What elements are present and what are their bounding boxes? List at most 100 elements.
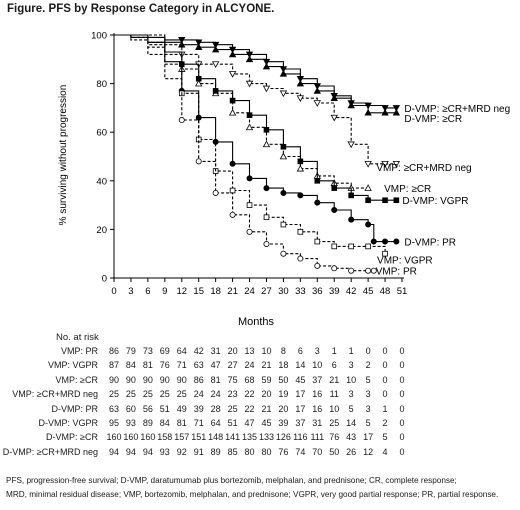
series-marker xyxy=(229,211,236,218)
risk-cell: 76 xyxy=(329,432,340,443)
series-label: D-VMP: ≥CR xyxy=(404,114,462,125)
x-tick-label: 12 xyxy=(176,286,187,297)
series-marker xyxy=(297,255,304,262)
series-marker xyxy=(314,199,321,206)
y-tick-label: 80 xyxy=(96,79,107,90)
series-marker xyxy=(365,243,371,250)
risk-cell: 80 xyxy=(261,446,272,457)
series-marker xyxy=(314,238,321,245)
risk-cell: 17 xyxy=(363,432,374,443)
series-group xyxy=(114,34,388,257)
risk-cell: 90 xyxy=(176,374,187,385)
risk-cell: 4 xyxy=(382,446,388,457)
risk-cell: 141 xyxy=(225,432,241,443)
series-marker xyxy=(229,160,236,167)
risk-cell: 92 xyxy=(176,446,187,457)
risk-cell: 59 xyxy=(261,374,272,385)
series-marker xyxy=(313,100,321,107)
series-line xyxy=(114,34,397,109)
series-label: D-VMP: VGPR xyxy=(402,196,468,207)
risk-cell: 126 xyxy=(275,432,291,443)
series-marker xyxy=(212,88,219,94)
series-marker xyxy=(211,61,220,68)
risk-cell: 50 xyxy=(278,374,289,385)
risk-cell: 27 xyxy=(227,360,238,371)
risk-cell: 60 xyxy=(125,403,136,414)
risk-cell: 69 xyxy=(159,346,170,356)
series-marker xyxy=(263,240,270,247)
risk-cell: 74 xyxy=(295,446,306,457)
risk-cell: 94 xyxy=(108,446,119,457)
series-marker xyxy=(195,79,203,87)
series-marker xyxy=(370,267,377,274)
series-label: VMP: ≥CR+MRD neg xyxy=(376,163,471,174)
series-marker xyxy=(382,197,388,204)
series-marker xyxy=(297,192,304,199)
series-marker xyxy=(246,175,253,182)
risk-cell: 95 xyxy=(108,418,119,428)
risk-cell: 25 xyxy=(227,403,238,414)
risk-cell: 12 xyxy=(363,446,374,457)
risk-cell: 71 xyxy=(176,360,187,371)
series-marker xyxy=(280,189,287,196)
risk-cell: 26 xyxy=(346,446,357,457)
risk-cell: 116 xyxy=(293,432,308,443)
series-marker xyxy=(393,238,400,245)
series-marker xyxy=(228,108,237,116)
series-marker xyxy=(370,238,377,245)
risk-cell: 24 xyxy=(244,360,255,371)
risk-row: VMP: VGPR 87 84 81 76 71 63 47 27 24 21 18 14 10 6 3 2 0 0 xyxy=(0,360,520,374)
series-marker xyxy=(313,87,321,94)
series-marker xyxy=(331,265,338,272)
x-tick-label: 9 xyxy=(162,286,167,297)
risk-cell: 56 xyxy=(142,403,153,414)
x-tick-label: 6 xyxy=(145,286,150,297)
series-group xyxy=(114,34,377,274)
risk-cell: 157 xyxy=(174,432,190,443)
series-marker xyxy=(364,184,372,191)
pfs-chart: 0 3 6 9 12 15 18 21 24 27 30 33 36 39 42 45 48 5102040608… xyxy=(58,31,510,329)
risk-cell: 90 xyxy=(142,374,153,385)
risk-row-label: D-VMP: VGPR xyxy=(38,418,98,428)
risk-cell: 89 xyxy=(210,446,221,457)
risk-cell: 0 xyxy=(399,446,405,457)
series-label: D-VMP: ≥CR+MRD neg xyxy=(404,104,510,115)
risk-cell: 10 xyxy=(346,374,357,385)
series-marker xyxy=(228,50,237,58)
risk-cell: 16 xyxy=(312,403,323,414)
risk-cell: 158 xyxy=(157,432,173,443)
risk-cell: 0 xyxy=(399,389,405,400)
series-marker xyxy=(280,221,287,228)
series-group xyxy=(114,34,400,245)
series-marker xyxy=(348,192,354,199)
risk-cell: 63 xyxy=(108,403,119,414)
risk-cell: 80 xyxy=(244,446,255,457)
series-label: VMP: PR xyxy=(376,267,417,278)
risk-cell: 21 xyxy=(329,374,340,385)
series-marker xyxy=(279,152,288,160)
y-tick-label: 100 xyxy=(91,31,107,42)
x-tick-label: 51 xyxy=(397,286,408,297)
series-marker xyxy=(348,243,354,250)
risk-cell: 91 xyxy=(193,446,204,457)
x-tick-label: 30 xyxy=(278,286,289,297)
series-marker xyxy=(314,262,321,269)
series-line xyxy=(114,34,369,189)
risk-cell: 50 xyxy=(329,446,340,457)
series-marker xyxy=(365,221,372,228)
series-marker xyxy=(245,123,254,131)
series-marker xyxy=(211,45,220,53)
series-label: D-VMP: PR xyxy=(404,238,456,249)
risk-cell: 86 xyxy=(193,374,204,385)
series-group xyxy=(114,34,372,191)
series-marker xyxy=(296,95,305,103)
series-marker xyxy=(365,197,371,204)
risk-row-label: VMP: PR xyxy=(60,346,98,356)
risk-table-heading: No. at risk xyxy=(56,332,99,343)
risk-cell: 93 xyxy=(125,418,136,428)
risk-cell: 39 xyxy=(193,403,204,414)
series-marker xyxy=(296,79,305,87)
figure-title: Figure. PFS by Response Category in ALCY… xyxy=(7,3,275,15)
risk-cell: 111 xyxy=(310,432,325,443)
